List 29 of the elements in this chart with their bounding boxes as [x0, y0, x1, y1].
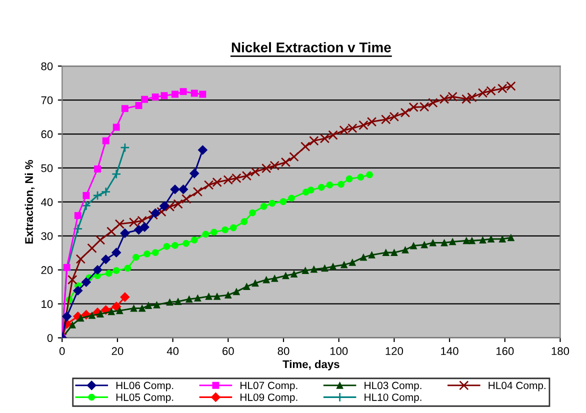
y-axis-title: Extraction, Ni %	[24, 160, 35, 244]
y-tick-label: 80	[41, 62, 53, 70]
x-tick-label: 80	[278, 347, 290, 356]
y-tick-label: 30	[41, 232, 53, 240]
x-axis-title: Time, days	[282, 360, 340, 370]
legend-label: HL03 Comp.	[364, 382, 422, 392]
x-tick-label: 120	[386, 347, 404, 356]
y-tick-label: 70	[41, 96, 53, 104]
x-tick-label: 0	[59, 347, 65, 356]
legend-label: HL04 Comp.	[488, 382, 546, 392]
legend-label: HL09 Comp.	[240, 394, 298, 403]
legend-label: HL10 Comp.	[364, 394, 422, 403]
legend-label: HL07 Comp.	[240, 382, 298, 392]
x-tick-label: 100	[330, 347, 348, 356]
x-tick-label: 40	[166, 347, 179, 356]
x-tick-label: 140	[441, 347, 458, 356]
x-tick-label: 180	[552, 347, 570, 356]
x-tick-label: 160	[496, 347, 514, 356]
chart-title: Nickel Extraction v Time	[232, 42, 391, 52]
legend-label: HL06 Comp.	[116, 382, 174, 392]
y-tick-label: 0	[47, 334, 53, 342]
y-tick-label: 50	[41, 164, 53, 172]
y-tick-label: 60	[41, 130, 53, 138]
y-tick-label: 40	[40, 198, 53, 206]
y-tick-label: 20	[41, 266, 53, 274]
y-tick-label: 10	[42, 300, 53, 308]
x-tick-label: 20	[112, 347, 124, 356]
legend-label: HL05 Comp.	[116, 394, 174, 403]
x-tick-label: 60	[222, 347, 234, 356]
